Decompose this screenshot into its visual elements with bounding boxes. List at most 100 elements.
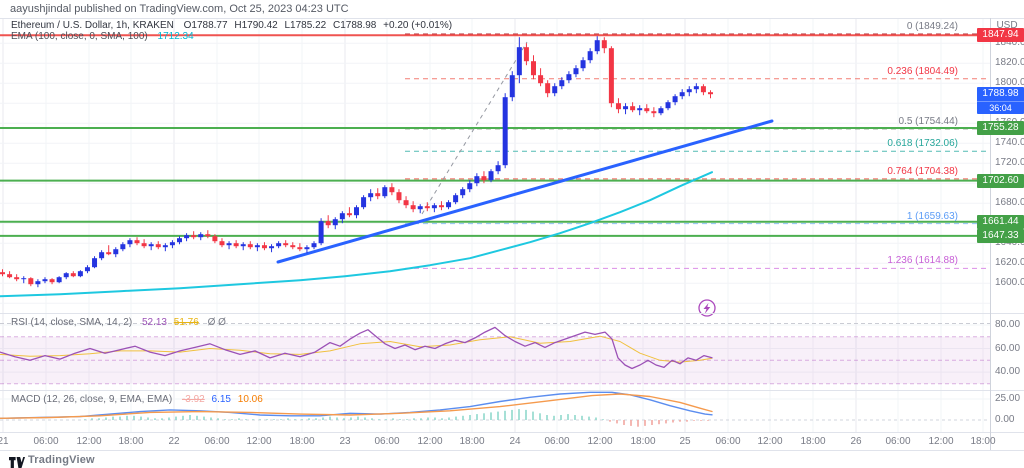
candle-up [56, 277, 62, 283]
open-value: O1788.77 [183, 20, 228, 31]
candle-down [700, 86, 706, 93]
candle-up [332, 219, 338, 226]
fib-level-label: 0 (1849.24) [906, 21, 958, 32]
candle-down [283, 243, 289, 246]
candle-up [467, 183, 473, 190]
rsi-tick-label: 60.00 [995, 342, 1021, 354]
candle-up [637, 108, 643, 111]
macd-tick-label: 25.00 [995, 393, 1021, 404]
candle-up [566, 74, 572, 81]
time-label: 18:00 [289, 436, 315, 447]
price-badge: 1647.33 [977, 228, 1024, 243]
symbol-legend[interactable]: Ethereum / U.S. Dollar, 1h, KRAKEN O1788… [11, 20, 452, 31]
candle-down [7, 274, 13, 278]
price-badge: 1788.98 36:04 [977, 87, 1024, 115]
price-tick-label: 1800.00 [995, 77, 1024, 89]
rsi-hidden-plots: Ø Ø [207, 317, 226, 328]
macd-label: MACD (12, 26, close, 9, EMA, EMA) [11, 394, 173, 405]
badge-price: 1647.33 [982, 229, 1019, 241]
fib-level-label: 1 (1659.63) [906, 210, 958, 222]
candle-up [580, 60, 586, 69]
price-tick-label: 1720.00 [995, 157, 1024, 169]
time-label: 18:00 [630, 436, 656, 447]
price-tick-label: 1740.00 [995, 137, 1024, 149]
fib-level-label: 1.236 (1614.88) [887, 255, 958, 267]
symbol-title: Ethereum / U.S. Dollar, 1h, KRAKEN [11, 20, 174, 31]
candle-down [410, 205, 416, 210]
candle-up [63, 273, 69, 278]
ema-value: 1712.34 [157, 31, 194, 42]
candle-up [99, 252, 105, 259]
time-label: 12:00 [76, 436, 102, 447]
candle-up [509, 75, 515, 98]
candle-down [212, 236, 218, 242]
price-tick-label: 1840.00 [995, 37, 1024, 49]
low-value: L1785.22 [284, 20, 327, 31]
candle-up [559, 80, 565, 87]
time-label: 12:00 [417, 436, 443, 447]
close-value: C1788.98 [333, 20, 377, 31]
candle-down [523, 47, 529, 62]
rsi-value: 52.13 [141, 317, 167, 328]
candle-up [148, 244, 154, 247]
candle-up [623, 106, 629, 110]
candle-up [573, 68, 579, 75]
candle-up [92, 258, 98, 268]
time-label: 23 [339, 436, 351, 447]
candle-up [254, 245, 260, 248]
candle-down [615, 103, 621, 110]
tradingview-logo-icon[interactable] [9, 455, 25, 468]
price-tick-label: 1620.00 [995, 257, 1024, 269]
breakout-dashed-arrow [421, 41, 528, 215]
time-label: 06:00 [204, 436, 230, 447]
footer-bar: TradingView [0, 450, 1024, 468]
candle-up [516, 47, 522, 76]
rsi-ma-value: 51.76 [173, 317, 199, 328]
candle-up [679, 92, 685, 97]
rsi-tick-label: 80.00 [995, 319, 1021, 330]
candle-down [297, 247, 303, 250]
rsi-band [0, 336, 990, 384]
high-value: H1790.42 [234, 20, 278, 31]
candle-down [325, 221, 331, 226]
price-axis-currency[interactable]: USD [996, 20, 1018, 31]
candle-up [127, 240, 133, 245]
tradingview-brand[interactable]: TradingView [28, 454, 95, 466]
time-label: 06:00 [885, 436, 911, 447]
fib-level-label: 0.618 (1732.06) [887, 138, 958, 150]
candle-up [658, 108, 664, 114]
price-badge: 1661.44 [977, 214, 1024, 229]
ema-line [0, 171, 713, 298]
candle-up [460, 189, 466, 196]
candle-up [198, 234, 204, 238]
price-badge: 1702.60 [977, 173, 1024, 188]
candle-up [354, 207, 359, 216]
candle-down [205, 234, 211, 237]
rsi-line [0, 326, 713, 370]
candle-down [28, 278, 34, 285]
candle-down [346, 213, 352, 216]
time-label: 18:00 [459, 436, 485, 447]
candle-up [417, 206, 423, 210]
candle-up [453, 195, 459, 203]
macd-tick-label: 0.00 [995, 414, 1015, 425]
candle-down [70, 273, 76, 277]
candle-up [361, 197, 367, 208]
time-label: 18:00 [800, 436, 826, 447]
badge-price: 1755.28 [982, 122, 1019, 133]
rsi-legend[interactable]: RSI (14, close, SMA, 14, 2) 52.13 51.76 … [11, 317, 226, 328]
candle-up [495, 165, 501, 172]
candle-down [155, 244, 161, 248]
candle-down [219, 241, 225, 246]
badge-price: 1788.98 [982, 88, 1019, 100]
time-label: 22 [168, 436, 180, 447]
candle-up [35, 281, 41, 285]
macd-legend[interactable]: MACD (12, 26, close, 9, EMA, EMA) -3.92 … [11, 394, 263, 405]
ema-legend[interactable]: EMA (100, close, 0, SMA, 100) 1712.34 [11, 31, 194, 42]
time-label: 12:00 [757, 436, 783, 447]
fib-level-label: 0.764 (1704.38) [887, 165, 958, 177]
candle-down [396, 192, 402, 201]
candle-down [141, 243, 147, 247]
